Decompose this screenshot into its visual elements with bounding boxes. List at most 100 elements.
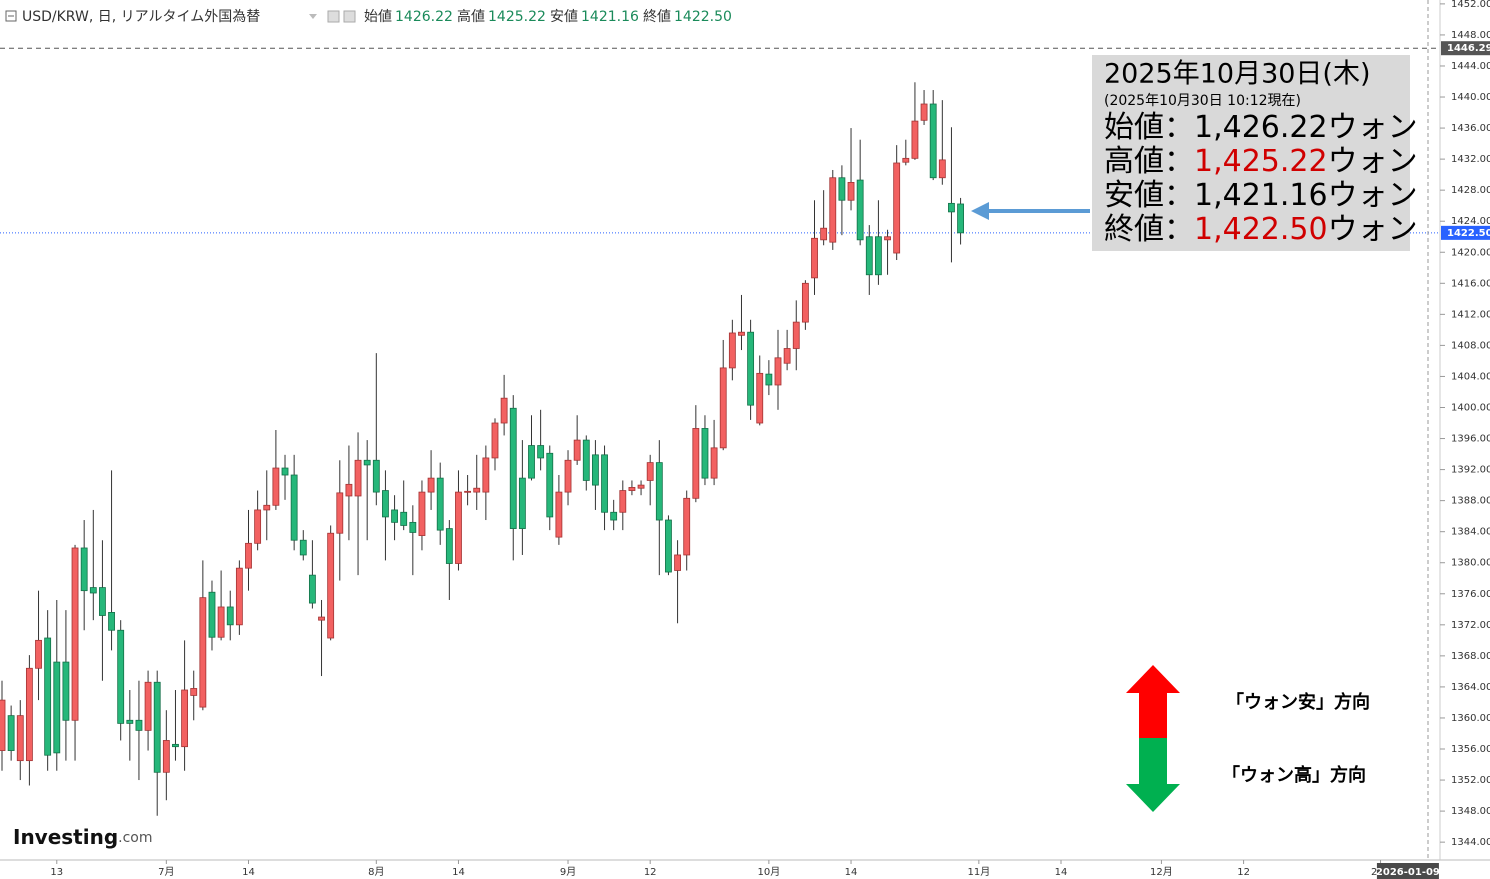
candle-body xyxy=(89,587,97,594)
candle-body xyxy=(135,719,143,731)
info-unit: ウォン xyxy=(1328,178,1418,213)
candle-body xyxy=(372,459,380,493)
y-tick-label: 1388.00 xyxy=(1451,496,1490,507)
candle-body xyxy=(126,719,134,724)
y-tick-label: 1432.00 xyxy=(1451,154,1490,165)
price-label-box xyxy=(1441,41,1490,56)
x-tick-label: 12月 xyxy=(1150,866,1173,878)
x-tick-label: 9月 xyxy=(560,866,576,878)
candle-body xyxy=(628,487,636,491)
collapse-icon[interactable] xyxy=(5,10,17,22)
x-cursor-label: 2026-01-09 xyxy=(1376,867,1440,878)
candle-body xyxy=(245,542,252,569)
y-tick-label: 1372.00 xyxy=(1451,620,1490,631)
x-tick-label: 10月 xyxy=(757,866,780,878)
candle-body xyxy=(646,462,654,481)
candle-body xyxy=(71,547,79,721)
candle-body xyxy=(856,179,864,241)
info-unit: ウォン xyxy=(1328,144,1418,179)
candle-body xyxy=(144,681,152,731)
candle-body xyxy=(601,454,608,513)
arrow-label: 「ウォン高」方向 xyxy=(1222,764,1366,786)
candle-body xyxy=(35,639,42,669)
ohlc-label: 始値 xyxy=(364,9,392,25)
logo: Investing.com xyxy=(13,825,153,849)
candle-body xyxy=(719,367,727,449)
candle-body xyxy=(884,236,891,241)
settings-icon[interactable] xyxy=(327,10,340,23)
candle-body xyxy=(555,491,563,538)
candle-body xyxy=(528,445,535,479)
ohlc-value: 1421.16 xyxy=(581,9,639,25)
candle-body xyxy=(518,477,526,529)
candle-body xyxy=(765,373,773,386)
y-tick-label: 1348.00 xyxy=(1451,806,1490,817)
candle-body xyxy=(318,616,325,621)
axes: 1344.00 1348.00 1352.00 1356.00 1360.00 1364.… xyxy=(50,0,1490,879)
y-tick-label: 1376.00 xyxy=(1451,589,1490,600)
candle-body xyxy=(345,483,353,497)
candle-body xyxy=(701,428,709,479)
y-tick-label: 1436.00 xyxy=(1451,123,1490,134)
candle-body xyxy=(436,477,444,531)
y-tick-label: 1444.00 xyxy=(1451,61,1490,72)
candle-body xyxy=(637,484,645,489)
y-tick-label: 1368.00 xyxy=(1451,651,1490,662)
x-tick-label: 12 xyxy=(1237,867,1250,878)
candle-body xyxy=(7,715,15,751)
candle-body xyxy=(820,227,828,241)
candle-body xyxy=(929,103,937,179)
info-separator: ： xyxy=(1164,178,1194,213)
candle-body xyxy=(582,439,590,481)
x-tick-label: 14 xyxy=(452,867,465,878)
candle-body xyxy=(774,357,782,386)
y-tick-label: 1424.00 xyxy=(1451,216,1490,227)
candle-body xyxy=(254,509,262,544)
candle-body xyxy=(0,699,6,751)
candle-body xyxy=(756,372,764,424)
candle-body xyxy=(25,667,33,762)
candle-body xyxy=(801,282,809,323)
y-tick-label: 1356.00 xyxy=(1451,744,1490,755)
candle-body xyxy=(783,348,791,364)
candle-body xyxy=(108,612,115,631)
y-tick-label: 1344.00 xyxy=(1451,837,1490,848)
info-label: 安値 xyxy=(1104,178,1164,213)
candle-body xyxy=(62,661,70,721)
dropdown-icon[interactable] xyxy=(309,14,317,19)
candle-body xyxy=(655,462,663,521)
logo-suffix: .com xyxy=(118,830,152,846)
price-label: 1446.29 xyxy=(1447,43,1490,54)
info-unit: ウォン xyxy=(1328,212,1418,247)
y-tick-label: 1380.00 xyxy=(1451,558,1490,569)
candle-body xyxy=(674,554,681,571)
y-tick-label: 1416.00 xyxy=(1451,278,1490,289)
y-tick-label: 1404.00 xyxy=(1451,371,1490,382)
x-cursor-box xyxy=(1376,863,1439,879)
ohlc-label: 終値 xyxy=(643,9,671,25)
candle-body xyxy=(290,474,298,541)
candle-body xyxy=(153,681,161,773)
candle-body xyxy=(299,539,307,556)
candle-body xyxy=(272,467,280,506)
pointer-arrow-head xyxy=(971,202,989,220)
candle-body xyxy=(811,237,818,279)
candle-body xyxy=(865,236,873,276)
candle-body xyxy=(573,439,581,461)
candle-body xyxy=(445,528,453,564)
arrow-label: 「ウォン安」方向 xyxy=(1226,691,1370,713)
candle-body xyxy=(44,637,52,756)
candle-body xyxy=(235,567,243,626)
candle-body xyxy=(418,491,426,536)
candle-body xyxy=(162,740,170,773)
y-tick-label: 1440.00 xyxy=(1451,92,1490,103)
info-title: 2025年10月30日(木) xyxy=(1104,59,1371,90)
info-value: 1,422.50 xyxy=(1194,212,1328,247)
candle-body xyxy=(172,743,179,748)
candle-body xyxy=(53,661,61,754)
ohlc-label: 高値 xyxy=(457,8,485,25)
candle-body xyxy=(217,606,225,638)
candle-body xyxy=(610,511,618,521)
candle-body xyxy=(308,574,316,604)
hide-icon[interactable] xyxy=(343,10,356,23)
